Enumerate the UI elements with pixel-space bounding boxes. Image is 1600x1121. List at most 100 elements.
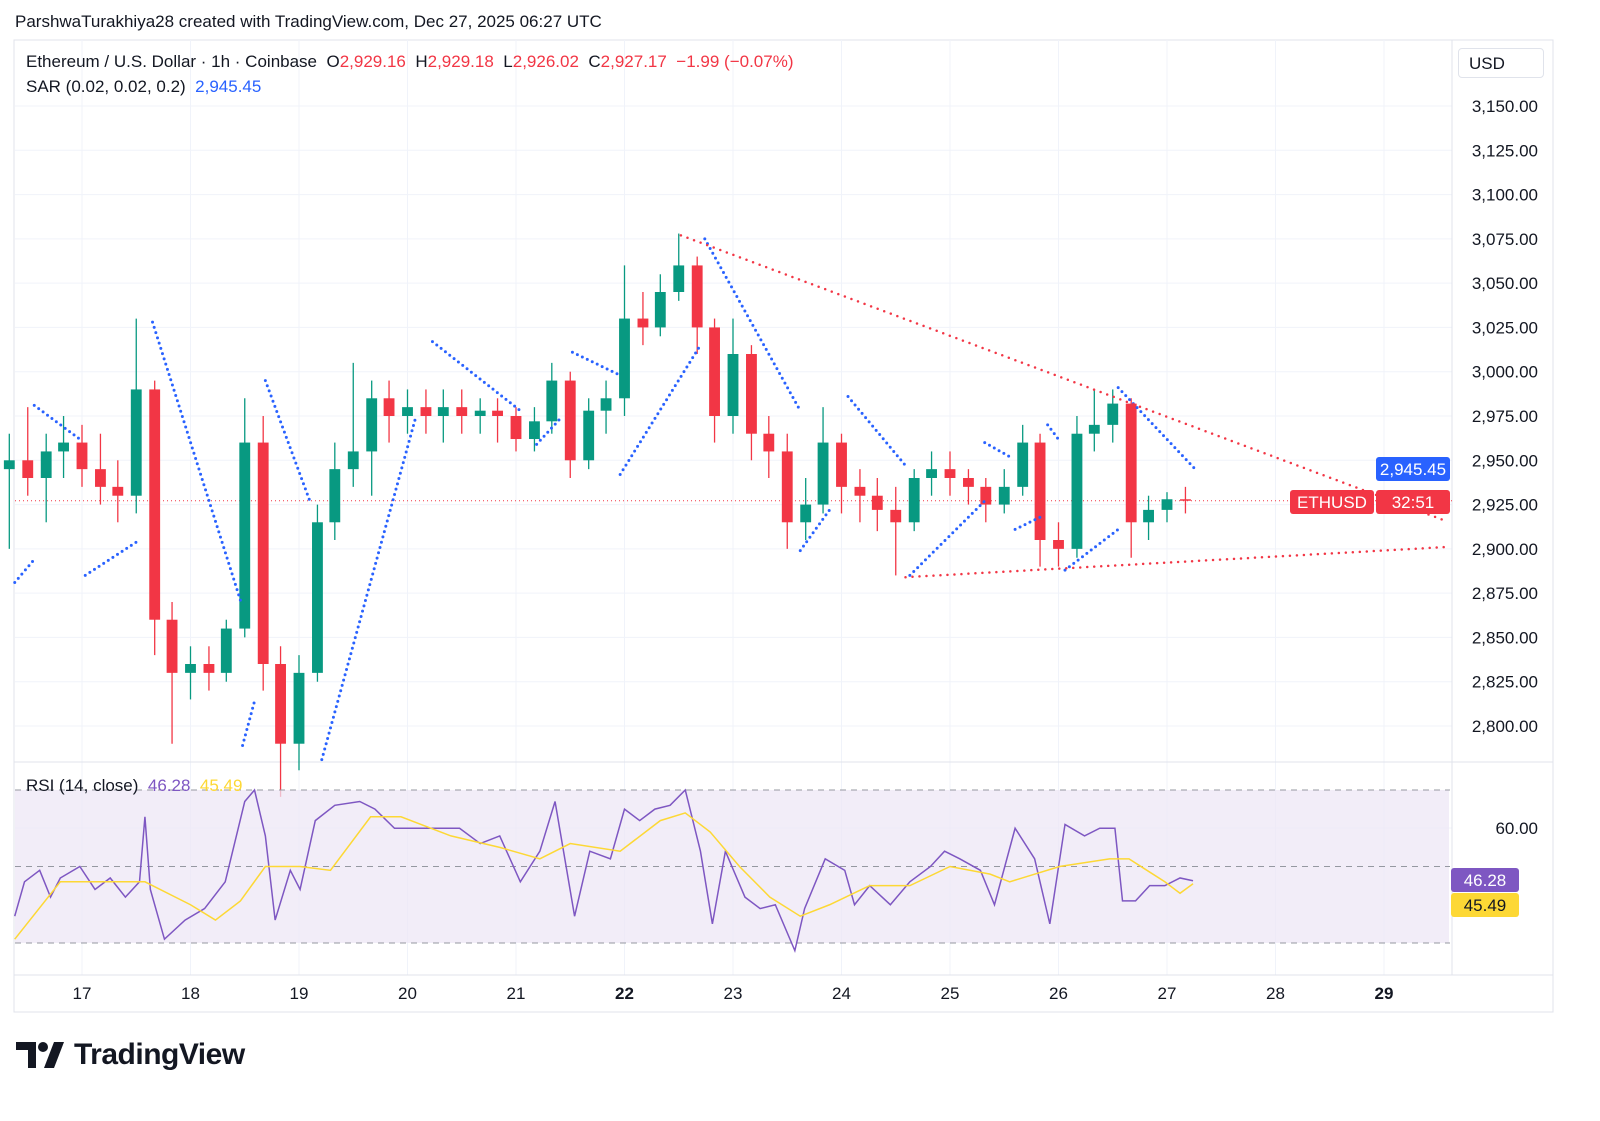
price-tick-label: 3,000.00 [1472, 363, 1538, 382]
candle-body [890, 509, 902, 523]
candle-body [1071, 433, 1083, 549]
rsi-badge: 46.28 [1464, 871, 1507, 890]
sar-dots [618, 343, 702, 476]
candle-body [1017, 442, 1029, 487]
countdown-badge: 32:51 [1392, 493, 1435, 512]
sar-dots [846, 395, 908, 468]
candle-body [980, 486, 992, 505]
candle-body [312, 522, 323, 673]
candle-body [510, 416, 522, 440]
symbol-legend: Ethereum / U.S. Dollar · 1h · Coinbase O… [26, 52, 794, 72]
candle-body [836, 442, 847, 487]
sar-dots [1013, 513, 1046, 531]
open-label: O [326, 52, 340, 71]
brand-name: TradingView [74, 1038, 245, 1071]
time-tick-label: 25 [941, 984, 960, 1003]
price-tick-label: 3,125.00 [1472, 141, 1538, 160]
time-tick-label: 26 [1049, 984, 1068, 1003]
currency-button[interactable]: USD [1458, 48, 1544, 78]
candle-body [564, 380, 576, 461]
change-value: −1.99 (−0.07%) [676, 52, 794, 71]
price-tick-label: 3,100.00 [1472, 186, 1538, 205]
candle-body [112, 486, 124, 496]
candle-body [763, 433, 775, 452]
candle-body [709, 327, 720, 416]
candle-body [203, 664, 215, 673]
price-tick-label: 3,025.00 [1472, 318, 1538, 337]
symbol-title[interactable]: Ethereum / U.S. Dollar · 1h · Coinbase [26, 52, 318, 71]
candle-body [908, 478, 920, 523]
sar-dots [83, 538, 142, 577]
rsi-label[interactable]: RSI (14, close) [26, 776, 139, 795]
candle-body [727, 354, 739, 416]
sar-dots [1046, 423, 1062, 443]
candle-body [546, 380, 558, 422]
sar-price-badge: 2,945.45 [1380, 460, 1446, 479]
sar-value: 2,945.45 [195, 77, 262, 96]
candle-body [1161, 499, 1173, 510]
candle-body [76, 442, 88, 470]
price-tick-label: 2,800.00 [1472, 717, 1538, 736]
candle-body [166, 619, 178, 673]
price-tick-label: 3,075.00 [1472, 230, 1538, 249]
candle-body [220, 628, 232, 673]
time-tick-label: 17 [73, 984, 92, 1003]
rsi-ma-value: 45.49 [199, 776, 243, 795]
candle-body [998, 486, 1010, 505]
time-tick-label: 21 [507, 984, 526, 1003]
close-value: 2,927.17 [600, 52, 667, 71]
tradingview-logo[interactable]: TradingView [16, 1038, 245, 1072]
sar-legend: SAR (0.02, 0.02, 0.2) 2,945.45 [26, 77, 261, 97]
candle-body [619, 318, 630, 399]
candle-body [1180, 499, 1191, 501]
price-tick-label: 2,900.00 [1472, 540, 1538, 559]
time-tick-label: 22 [615, 984, 634, 1003]
rsi-ma-line [14, 812, 1194, 940]
candle-body [456, 407, 468, 416]
time-tick-label: 27 [1158, 984, 1177, 1003]
trendline [904, 545, 1447, 579]
candle-body [257, 442, 269, 664]
price-tick-label: 2,925.00 [1472, 496, 1538, 515]
candle-body [383, 398, 395, 416]
candle-body [1034, 442, 1046, 540]
candle-body [437, 407, 449, 416]
rsi-ma-badge-bg [1451, 893, 1519, 917]
sar-dots [263, 379, 312, 503]
candle-body [402, 407, 413, 416]
sar-dots [32, 403, 84, 443]
candle-body [637, 318, 649, 328]
time-tick-label: 19 [290, 984, 309, 1003]
tradingview-logo-icon [16, 1042, 64, 1068]
candle-body [185, 664, 196, 673]
time-tick-label: 20 [398, 984, 417, 1003]
candle-body [963, 478, 974, 487]
sar-dots [535, 418, 561, 446]
candle-body [817, 442, 829, 505]
sar-dots [320, 418, 417, 762]
sar-dots [13, 557, 36, 585]
candle-body [800, 504, 812, 523]
sar-dots [703, 237, 802, 413]
sar-dots [570, 350, 622, 377]
sar-dots [1116, 386, 1197, 471]
candle-body [691, 265, 703, 328]
candle-body [871, 495, 883, 510]
high-value: 2,929.18 [427, 52, 494, 71]
low-value: 2,926.02 [512, 52, 579, 71]
countdown-badge-bg [1376, 490, 1450, 514]
sar-dots [983, 441, 1012, 459]
candle-body [293, 672, 305, 744]
candle-body [1107, 403, 1119, 425]
candle-body [854, 486, 866, 496]
time-tick-label: 18 [181, 984, 200, 1003]
candle-body [130, 389, 142, 496]
time-tick-label: 24 [832, 984, 851, 1003]
high-label: H [415, 52, 428, 71]
sar-label[interactable]: SAR (0.02, 0.02, 0.2) [26, 77, 186, 96]
candle-body [239, 442, 251, 629]
close-label: C [588, 52, 601, 71]
price-tick-label: 2,875.00 [1472, 584, 1538, 603]
candle-body [926, 469, 937, 478]
